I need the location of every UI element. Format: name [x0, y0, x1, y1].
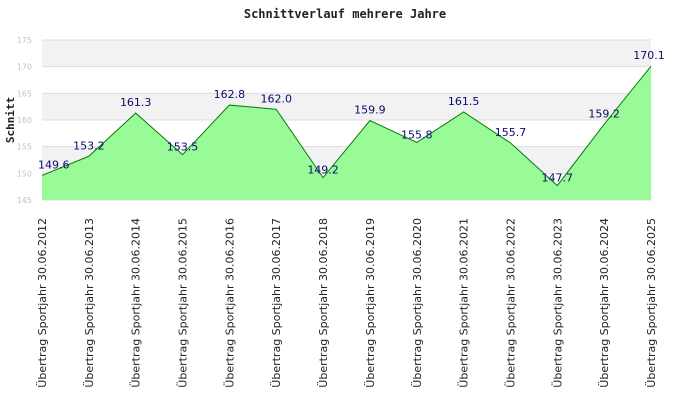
y-tick-label: 175: [17, 36, 32, 45]
data-label: 162.0: [260, 92, 292, 105]
data-label: 159.2: [588, 107, 620, 120]
data-label: 161.5: [448, 95, 480, 108]
y-axis-label: Schnitt: [4, 97, 17, 143]
y-tick-label: 145: [17, 196, 32, 205]
x-tick-label: Übertrag Sportjahr 30.06.2013: [83, 218, 96, 388]
data-label: 149.2: [307, 164, 339, 177]
data-label: 162.8: [214, 88, 246, 101]
x-tick-label: Übertrag Sportjahr 30.06.2025: [645, 218, 658, 388]
y-tick-label: 160: [17, 116, 32, 125]
data-label: 153.2: [73, 139, 105, 152]
area-fill: [42, 66, 651, 200]
series-area: [41, 65, 652, 200]
data-label: 170.1: [633, 49, 665, 62]
plot-band: [42, 93, 651, 120]
x-tick-label: Übertrag Sportjahr 30.06.2024: [598, 218, 611, 388]
data-label: 161.3: [120, 96, 152, 109]
chart-title: Schnittverlauf mehrere Jahre: [244, 7, 446, 21]
data-label: 159.9: [354, 104, 386, 117]
x-tick-label: Übertrag Sportjahr 30.06.2022: [504, 218, 517, 388]
y-tick-label: 150: [17, 169, 32, 178]
x-tick-label: Übertrag Sportjahr 30.06.2021: [458, 218, 471, 388]
x-tick-labels: Übertrag Sportjahr 30.06.2012 Übertrag Sp…: [36, 218, 658, 388]
x-tick-label: Übertrag Sportjahr 30.06.2017: [270, 218, 283, 388]
y-tick-label: 170: [17, 63, 32, 72]
x-tick-label: Übertrag Sportjahr 30.06.2019: [364, 218, 377, 388]
x-tick-label: Übertrag Sportjahr 30.06.2018: [317, 218, 330, 388]
data-label: 155.7: [495, 126, 527, 139]
plot-band: [42, 40, 651, 67]
data-label: 153.5: [167, 141, 199, 154]
y-tick-label: 155: [17, 143, 32, 152]
x-tick-label: Übertrag Sportjahr 30.06.2015: [177, 218, 190, 388]
x-tick-label: Übertrag Sportjahr 30.06.2016: [223, 218, 236, 388]
data-label: 155.8: [401, 128, 433, 141]
x-tick-label: Übertrag Sportjahr 30.06.2023: [551, 218, 564, 388]
x-tick-label: Übertrag Sportjahr 30.06.2014: [130, 218, 143, 388]
data-label: 149.6: [38, 158, 70, 171]
y-tick-label: 165: [17, 89, 32, 98]
series-line: [41, 65, 652, 187]
y-tick-labels: 145 150 155 160 165 170 175: [17, 36, 32, 205]
x-tick-label: Übertrag Sportjahr 30.06.2020: [411, 218, 424, 388]
x-tick-label: Übertrag Sportjahr 30.06.2012: [36, 218, 49, 388]
data-label: 147.7: [542, 172, 574, 185]
